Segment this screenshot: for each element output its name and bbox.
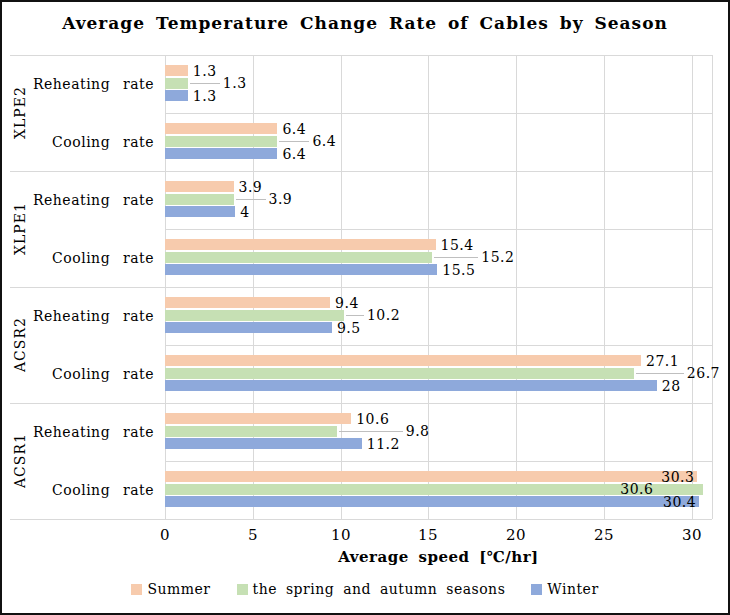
data-label: 15.2 — [481, 248, 514, 266]
gridline-x30 — [692, 55, 693, 519]
leader-line — [434, 257, 478, 258]
x-tick-label: 25 — [594, 526, 614, 544]
gridline-x10 — [341, 55, 342, 519]
bar-summer — [165, 297, 330, 308]
bar-summer — [165, 65, 188, 76]
data-label: 30.3 — [661, 468, 694, 486]
data-label: 11.2 — [367, 435, 400, 453]
row-label: Cooling rate — [18, 113, 154, 171]
legend-item-winter: Winter — [531, 581, 598, 597]
x-tick-label: 30 — [682, 526, 702, 544]
bar-winter — [165, 90, 188, 101]
data-label: 9.8 — [406, 422, 430, 440]
bar-winter — [165, 438, 362, 449]
data-label: 1.3 — [223, 74, 247, 92]
data-label: 30.6 — [620, 480, 653, 498]
legend-item-the: the spring and autumn seasons — [237, 581, 506, 597]
bar-the — [165, 426, 337, 437]
chart-frame: Average Temperature Change Rate of Cable… — [0, 0, 730, 615]
legend-swatch-icon — [131, 584, 142, 595]
leader-line — [279, 141, 309, 142]
bar-summer — [165, 123, 277, 134]
bar-winter — [165, 206, 235, 217]
data-label: 26.7 — [687, 364, 720, 382]
gridline-x20 — [516, 55, 517, 519]
bar-winter — [165, 380, 657, 391]
row-label: Cooling rate — [18, 461, 154, 519]
data-label: 30.4 — [663, 493, 696, 511]
data-label: 15.5 — [442, 261, 475, 279]
x-tick-label: 0 — [160, 526, 170, 544]
leader-line — [346, 315, 364, 316]
legend-swatch-icon — [531, 584, 542, 595]
legend-label: Summer — [147, 581, 210, 597]
legend-label: Winter — [547, 581, 598, 597]
leader-line — [236, 199, 266, 200]
legend: Summer the spring and autumn seasons Winte… — [2, 581, 728, 597]
legend-swatch-icon — [237, 584, 248, 595]
gridline-x25 — [604, 55, 605, 519]
leader-line — [339, 431, 403, 432]
row-label: Reheating rate — [18, 287, 154, 345]
data-label: 27.1 — [646, 352, 679, 370]
data-label: 1.3 — [193, 62, 217, 80]
plot-area: 051015202530XLPE2Reheating rate1.31.31.3… — [2, 2, 730, 615]
row-label: Reheating rate — [18, 171, 154, 229]
data-label: 6.4 — [282, 120, 306, 138]
data-label: 3.9 — [239, 178, 263, 196]
data-label: 6.4 — [312, 132, 336, 150]
legend-label: the spring and autumn seasons — [253, 581, 506, 597]
bar-summer — [165, 239, 436, 250]
data-label: 6.4 — [282, 145, 306, 163]
x-tick-label: 20 — [506, 526, 526, 544]
bar-winter — [165, 322, 332, 333]
row-separator-line — [165, 461, 712, 462]
row-separator-line — [165, 113, 712, 114]
bar-summer — [165, 471, 697, 482]
x-tick-label: 15 — [418, 526, 438, 544]
row-separator-line — [165, 345, 712, 346]
gridline-x15 — [428, 55, 429, 519]
data-label: 9.5 — [337, 319, 361, 337]
bar-the — [165, 194, 234, 205]
data-label: 9.4 — [335, 294, 359, 312]
bar-winter — [165, 264, 437, 275]
x-tick-label: 10 — [331, 526, 351, 544]
x-tick-label: 5 — [248, 526, 258, 544]
data-label: 4 — [240, 203, 249, 221]
x-axis-title: Average speed [℃/hr] — [165, 548, 712, 566]
bar-summer — [165, 413, 351, 424]
bar-the — [165, 368, 634, 379]
plot-right-border — [712, 55, 713, 519]
row-label: Reheating rate — [18, 55, 154, 113]
legend-item-summer: Summer — [131, 581, 210, 597]
data-label: 1.3 — [193, 87, 217, 105]
group-separator-line — [10, 519, 712, 520]
row-separator-line — [165, 229, 712, 230]
bar-the — [165, 252, 432, 263]
bar-summer — [165, 181, 234, 192]
data-label: 10.6 — [356, 410, 389, 428]
leader-line — [636, 373, 684, 374]
bar-winter — [165, 496, 699, 507]
data-label: 15.4 — [441, 236, 474, 254]
row-label: Reheating rate — [18, 403, 154, 461]
leader-line — [190, 83, 220, 84]
bar-the — [165, 310, 344, 321]
row-label: Cooling rate — [18, 229, 154, 287]
data-label: 10.2 — [367, 306, 400, 324]
bar-winter — [165, 148, 277, 159]
bar-the — [165, 78, 188, 89]
data-label: 28 — [662, 377, 681, 395]
bar-the — [165, 136, 277, 147]
data-label: 3.9 — [269, 190, 293, 208]
bar-summer — [165, 355, 641, 366]
row-label: Cooling rate — [18, 345, 154, 403]
